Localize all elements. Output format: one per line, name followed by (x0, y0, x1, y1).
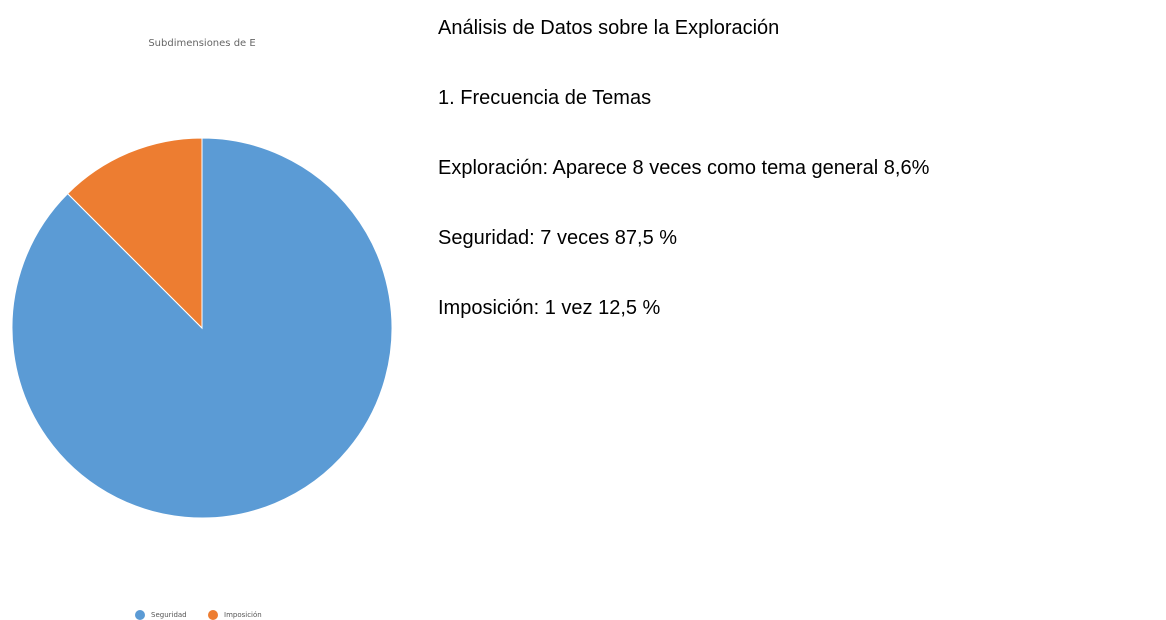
legend-swatch (135, 610, 145, 620)
legend-label: Imposición (224, 611, 262, 619)
analysis-title: Análisis de Datos sobre la Exploración (438, 17, 780, 39)
legend-label: Seguridad (151, 611, 187, 619)
chart: Subdimensiones de E Seguridad Imposición (11, 38, 393, 620)
analysis-line: 1. Frecuencia de Temas (438, 87, 652, 109)
chart-title: Subdimensiones de E (148, 38, 255, 49)
analysis-line: Exploración: Aparece 8 veces como tema g… (438, 157, 930, 179)
pie-slice (66, 137, 203, 330)
legend-swatch (208, 610, 218, 620)
analysis-line: Seguridad: 7 veces 87,5 % (438, 227, 678, 249)
analysis-line: Imposición: 1 vez 12,5 % (438, 297, 661, 319)
